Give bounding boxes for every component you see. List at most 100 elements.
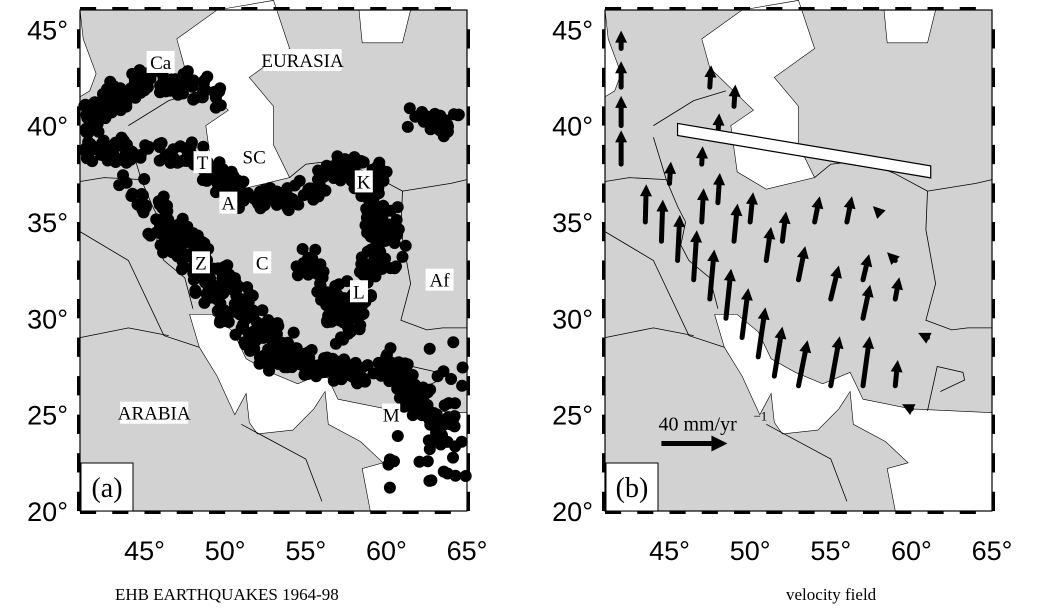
earthquake-dots — [78, 54, 472, 494]
frame-tick-bar — [602, 67, 605, 88]
earthquake-dot — [344, 325, 357, 338]
velocity-arrow-head — [704, 65, 717, 78]
earthquake-dot — [456, 379, 469, 392]
earthquake-dot — [353, 367, 366, 379]
frame-tick-bar — [701, 7, 718, 10]
place-label-box — [120, 401, 189, 424]
velocity-arrow-head — [740, 288, 753, 301]
velocity-arrow-head — [615, 30, 628, 43]
earthquake-dot — [128, 70, 141, 83]
earthquake-dot — [431, 370, 444, 383]
velocity-arrow-head — [861, 284, 874, 298]
place-label-box — [253, 251, 272, 274]
earthquake-dot — [243, 289, 256, 302]
earthquake-dot — [383, 481, 396, 494]
place-label: K — [357, 172, 371, 193]
earthquake-dot — [403, 102, 416, 115]
frame-tick-bar — [338, 511, 355, 514]
border-line — [241, 423, 323, 502]
earthquake-dot — [314, 258, 327, 271]
earthquake-dot — [138, 173, 151, 185]
frame-tick-bar — [434, 511, 451, 514]
frame-tick-bar — [467, 144, 470, 165]
earthquake-dot — [373, 216, 386, 229]
frame-tick-bar — [144, 7, 161, 10]
frame-tick-bar — [77, 221, 80, 242]
place-label: Af — [430, 271, 451, 292]
earthquake-dot — [136, 197, 149, 210]
earthquake-dot — [225, 306, 238, 319]
velocity-arrow-head — [887, 252, 900, 266]
earthquake-dot — [449, 440, 462, 453]
earthquake-dot — [314, 280, 327, 292]
earthquake-dot — [115, 131, 128, 144]
place-label-box — [425, 268, 454, 291]
frame-tick-bar — [602, 491, 605, 511]
velocity-arrow-shaft — [828, 339, 842, 389]
frame-tick-bar — [77, 491, 80, 511]
frame-tick-bar — [370, 511, 387, 514]
velocity-arrow-head — [696, 146, 709, 159]
earthquake-dot — [394, 358, 407, 371]
frame-tick-bar — [467, 106, 470, 126]
frame-tick-bar — [77, 260, 80, 280]
frame-tick-bar — [992, 29, 995, 49]
frame-tick-bar — [602, 106, 605, 126]
earthquake-dot — [362, 259, 374, 272]
lon-tick-label: 65° — [972, 536, 1013, 566]
earthquake-dot — [422, 434, 435, 447]
velocity-arrow-head — [799, 340, 812, 354]
earthquake-dot — [329, 280, 342, 292]
frame-tick-bar — [992, 337, 995, 357]
frame-tick-bar — [992, 491, 995, 511]
earthquake-dot — [124, 152, 137, 165]
place-label-box — [240, 145, 269, 168]
place-label: A — [221, 194, 235, 215]
earthquake-dot — [117, 99, 129, 112]
earthquake-dot — [186, 237, 199, 250]
lat-tick-label: 30° — [27, 304, 68, 334]
border-line — [604, 177, 667, 182]
velocity-arrow-head — [918, 332, 932, 344]
velocity-arrow-head — [690, 230, 703, 243]
earthquake-dot — [323, 361, 336, 374]
earthquake-dot — [216, 267, 229, 280]
earthquake-dot — [196, 174, 209, 186]
border-line — [128, 90, 202, 126]
earthquake-dot — [198, 237, 211, 250]
frame-tick-bar — [602, 183, 605, 203]
lon-tick-label: 60° — [366, 536, 407, 566]
earthquake-dot — [384, 262, 397, 275]
frame-tick-bar — [77, 414, 80, 434]
velocity-arrow-head — [891, 277, 904, 291]
earthquake-dot — [157, 71, 170, 84]
earthquake-dot — [129, 83, 142, 96]
frame-tick-bar — [338, 7, 355, 10]
earthquake-dot — [380, 348, 393, 361]
frame-tick-bar — [467, 337, 470, 357]
velocity-arrow-head — [728, 84, 741, 97]
earthquake-dot — [113, 179, 126, 192]
lon-tick-label: 55° — [810, 536, 851, 566]
frame-tick-bar — [734, 7, 751, 10]
earthquake-dot — [287, 326, 300, 339]
velocity-arrow-head — [697, 188, 709, 201]
map-base — [602, 0, 995, 514]
earthquake-dot — [379, 234, 392, 247]
velocity-arrow-shaft — [707, 252, 717, 302]
earthquake-dot — [281, 341, 294, 354]
velocity-arrow-head — [656, 199, 669, 212]
frame-tick-bar — [830, 511, 847, 514]
earthquake-dot — [242, 336, 255, 348]
frame-tick-bar — [467, 260, 470, 280]
earthquake-dot — [318, 352, 331, 365]
place-label-box — [219, 191, 238, 214]
earthquake-dot — [117, 87, 130, 100]
earthquake-dot — [196, 91, 209, 104]
lon-tick-label: 50° — [205, 536, 246, 566]
lat-tick-label: 35° — [552, 208, 593, 238]
panel-label-b: (b) — [616, 473, 649, 504]
lat-tick-label: 40° — [27, 112, 68, 142]
border-line — [79, 231, 200, 348]
earthquake-dot — [311, 267, 324, 280]
